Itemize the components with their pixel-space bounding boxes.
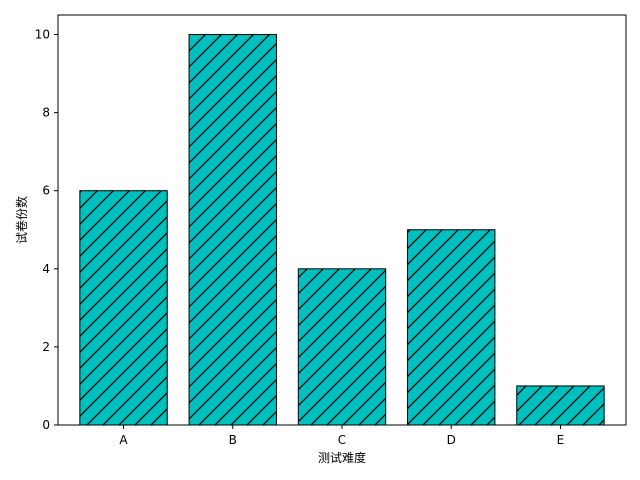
bar-D — [407, 229, 496, 426]
x-tick-label-A: A — [119, 433, 128, 447]
x-tick-label-B: B — [229, 433, 237, 447]
y-tick-label-4: 4 — [42, 262, 50, 276]
x-axis-ticks: A B C D E — [119, 425, 564, 447]
bar-hatch-B — [188, 34, 277, 426]
bar-C — [297, 268, 387, 426]
y-tick-label-2: 2 — [42, 340, 50, 354]
bar-hatch-C — [297, 268, 387, 426]
y-tick-label-8: 8 — [42, 106, 50, 120]
bars-group — [79, 34, 605, 426]
x-axis-title: 测试难度 — [318, 450, 366, 465]
y-axis-ticks: 0 2 4 6 8 10 — [35, 28, 58, 432]
x-tick-label-E: E — [557, 433, 565, 447]
y-tick-label-6: 6 — [42, 184, 50, 198]
bar-A — [79, 190, 168, 426]
x-tick-label-D: D — [447, 433, 456, 447]
bar-hatch-E — [516, 385, 605, 426]
bar-E — [516, 385, 605, 426]
bar-hatch-A — [79, 190, 168, 426]
y-tick-label-10: 10 — [35, 28, 50, 42]
y-tick-label-0: 0 — [42, 418, 50, 432]
y-axis-title: 试卷份数 — [14, 196, 29, 244]
bar-hatch-D — [407, 229, 496, 426]
bar-B — [188, 34, 277, 426]
x-tick-label-C: C — [338, 433, 346, 447]
